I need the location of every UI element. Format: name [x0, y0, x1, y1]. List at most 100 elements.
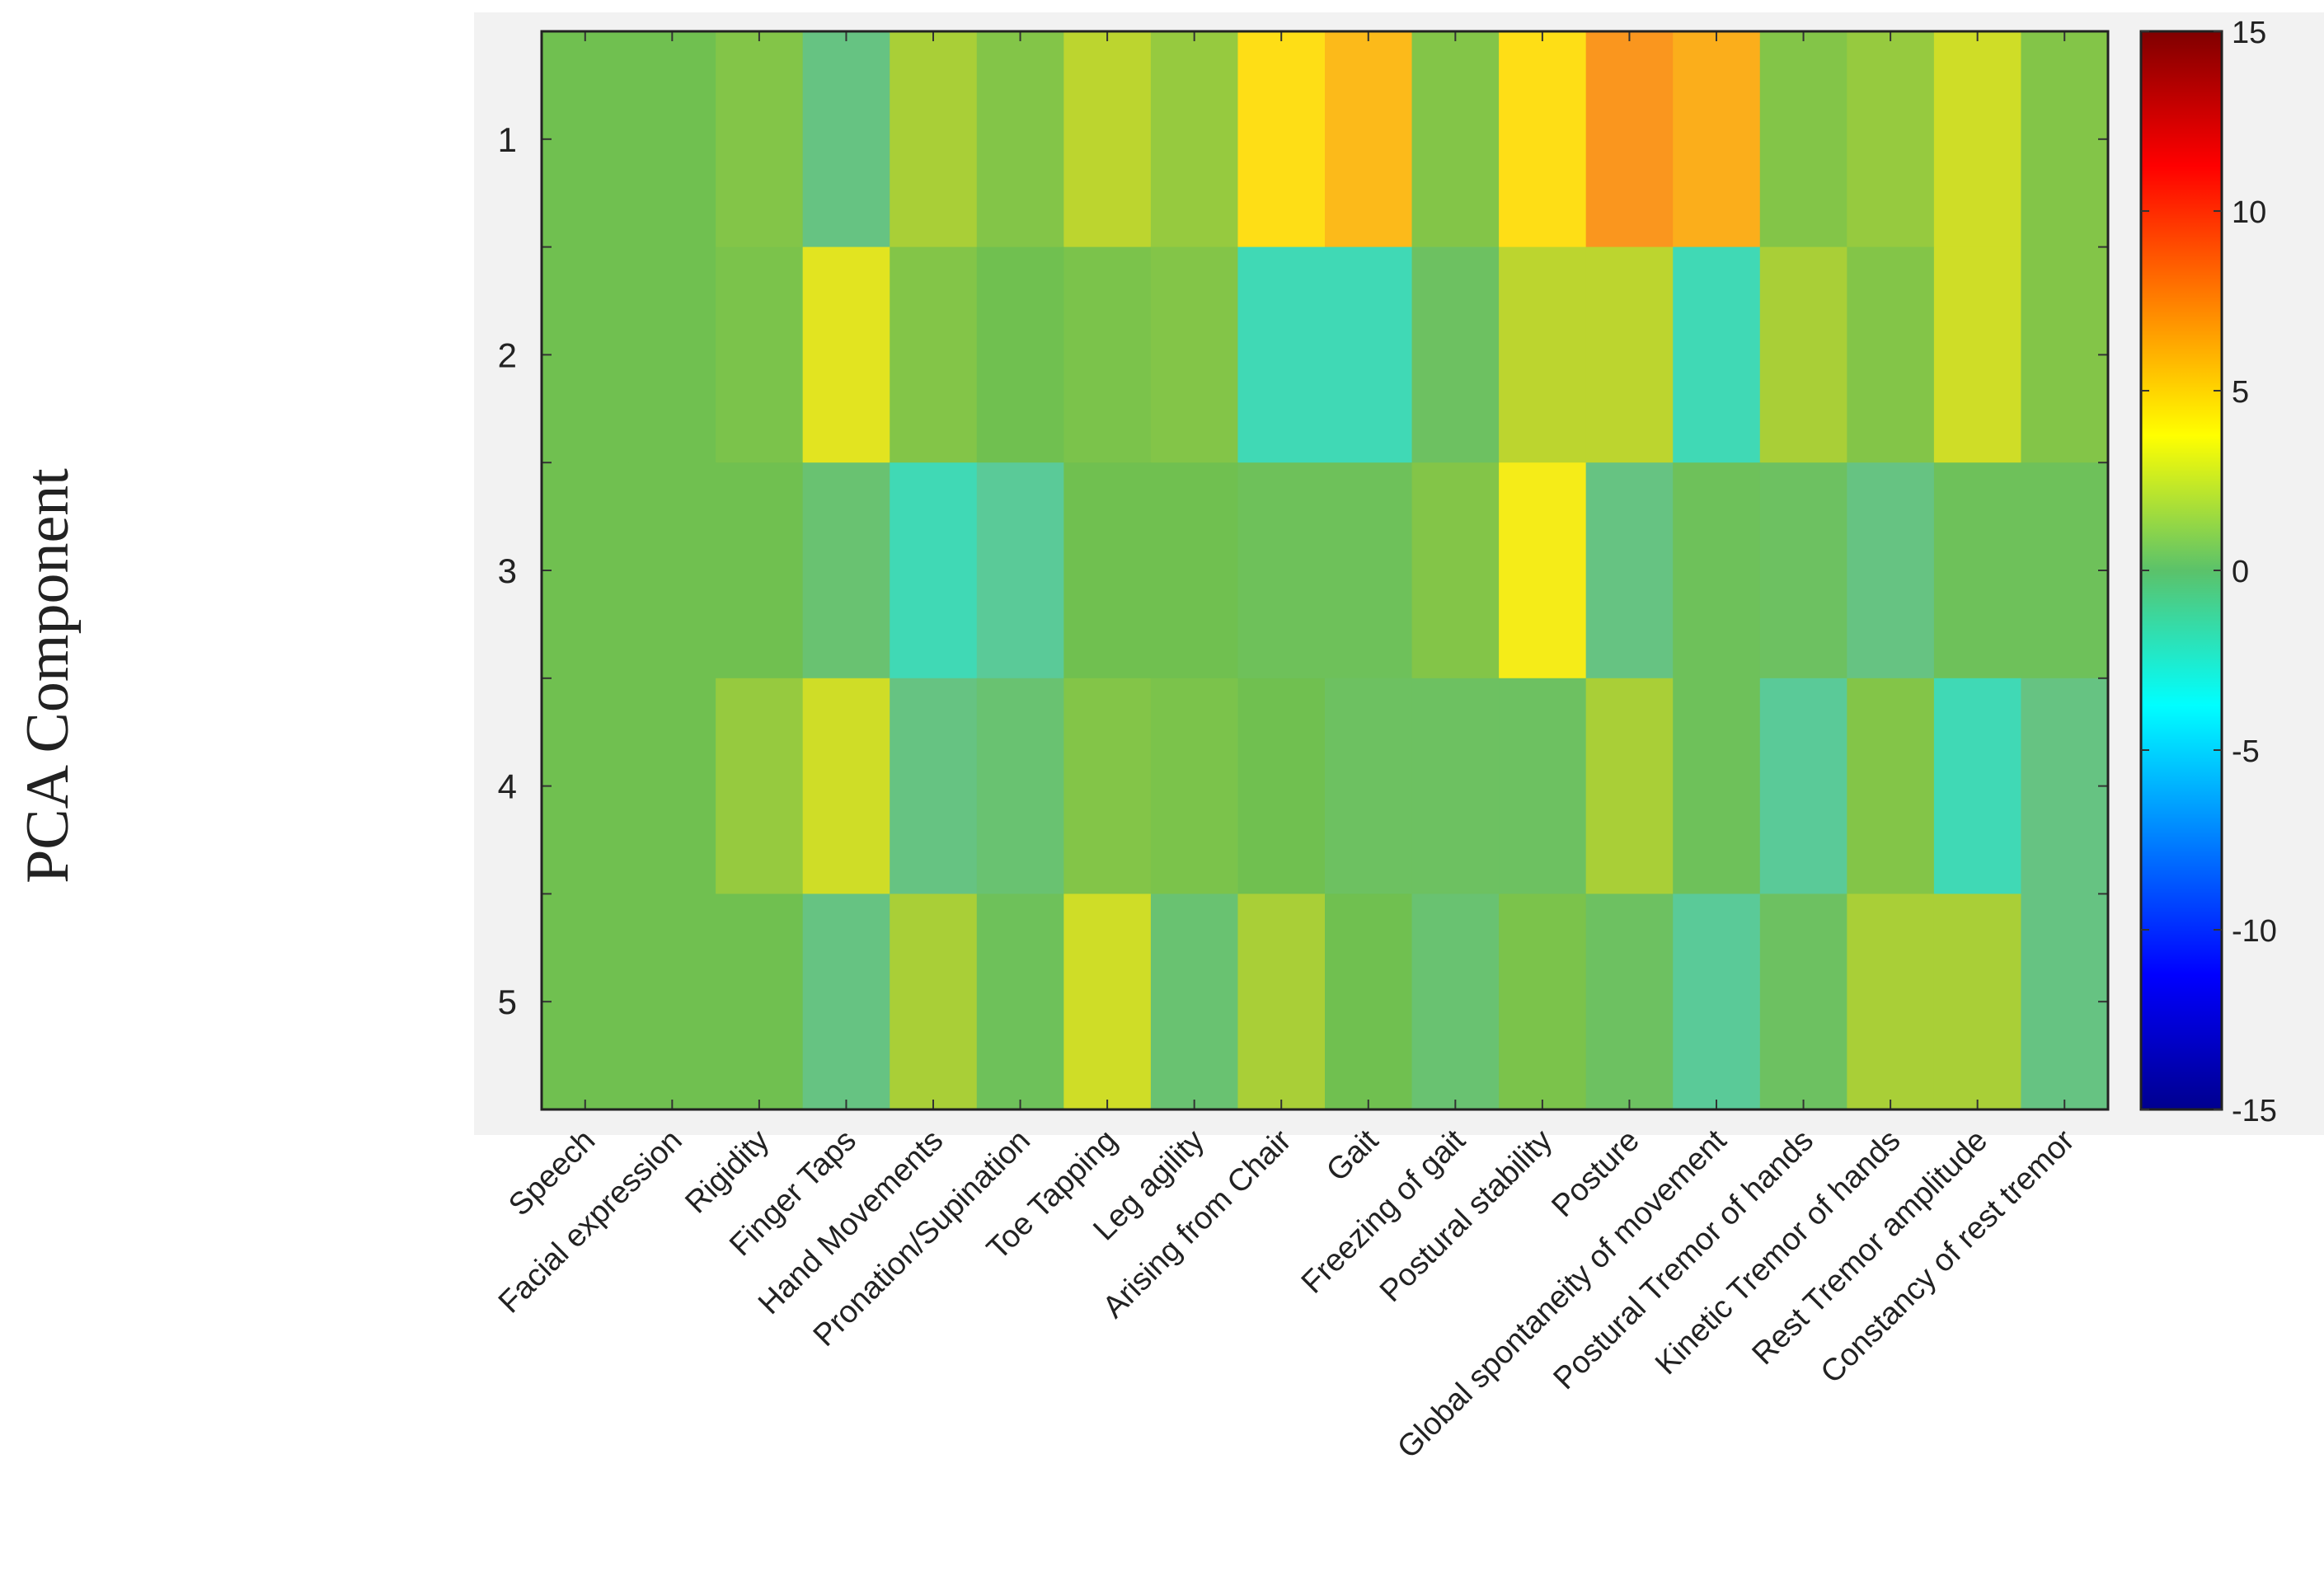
heatmap-cell — [1063, 246, 1152, 463]
y-tick-label: 2 — [498, 335, 517, 374]
heatmap-cell — [802, 678, 890, 894]
heatmap-cell — [716, 31, 804, 248]
heatmap-cell — [1933, 894, 2022, 1110]
plot-frame — [540, 30, 2110, 1111]
heatmap-cell — [1933, 31, 2022, 248]
heatmap-cell — [542, 462, 630, 679]
heatmap-cell — [976, 246, 1064, 463]
y-tick-label: 3 — [498, 551, 517, 590]
heatmap-cell — [716, 894, 804, 1110]
heatmap-cell — [1063, 31, 1152, 248]
heatmap-cell — [1411, 31, 1500, 248]
heatmap-cell — [976, 462, 1064, 679]
heatmap-cell — [890, 246, 978, 463]
heatmap-cells — [542, 31, 2109, 1110]
heatmap-cell — [1237, 246, 1326, 463]
heatmap-cell — [890, 462, 978, 679]
heatmap-cell — [628, 246, 716, 463]
heatmap-cell — [542, 31, 630, 248]
heatmap-cell — [1847, 894, 1935, 1110]
heatmap-cell — [1933, 246, 2022, 463]
heatmap-cell — [1585, 894, 1674, 1110]
heatmap-cell — [1585, 31, 1674, 248]
heatmap-cell — [1237, 894, 1326, 1110]
heatmap-cell — [1063, 894, 1152, 1110]
heatmap-cell — [2021, 894, 2109, 1110]
colorbar — [2139, 30, 2223, 1111]
colorbar-tick-label: 5 — [2232, 375, 2249, 410]
heatmap-cell — [1759, 462, 1847, 679]
heatmap-cell — [1759, 31, 1847, 248]
heatmap-cell — [1499, 678, 1587, 894]
heatmap-cell — [1063, 678, 1152, 894]
heatmap-cell — [1150, 678, 1239, 894]
heatmap-cell — [976, 31, 1064, 248]
heatmap-cell — [1150, 894, 1239, 1110]
heatmap-cell — [1411, 462, 1500, 679]
colorbar-tick-label: -10 — [2232, 914, 2277, 949]
grid-lines — [542, 31, 2108, 1109]
heatmap-cell — [1325, 462, 1413, 679]
heatmap-cell — [1673, 678, 1761, 894]
heatmap-cell — [1933, 462, 2022, 679]
heatmap-cell — [1499, 894, 1587, 1110]
heatmap-cell — [1411, 894, 1500, 1110]
colorbar-tick-label: -15 — [2232, 1094, 2277, 1128]
y-axis-label: PCA Component — [14, 468, 82, 884]
y-tick-label: 4 — [498, 767, 517, 806]
heatmap-cell — [716, 246, 804, 463]
heatmap-cell — [1759, 246, 1847, 463]
heatmap-cell — [1673, 894, 1761, 1110]
heatmap-cell — [542, 246, 630, 463]
heatmap-cell — [1933, 678, 2022, 894]
heatmap-cell — [976, 678, 1064, 894]
colorbar-tick-label: 15 — [2232, 16, 2266, 50]
heatmap-cell — [890, 31, 978, 248]
heatmap-cell — [1499, 31, 1587, 248]
heatmap-cell — [1325, 678, 1413, 894]
heatmap-cell — [2021, 31, 2109, 248]
heatmap-cell — [1499, 246, 1587, 463]
heatmap-cell — [628, 462, 716, 679]
heatmap-cell — [1237, 462, 1326, 679]
heatmap-cell — [1150, 462, 1239, 679]
heatmap-cell — [802, 894, 890, 1110]
heatmap-cell — [1150, 246, 1239, 463]
heatmap-cell — [1759, 894, 1847, 1110]
heatmap-cell — [1063, 462, 1152, 679]
y-tick-label: 1 — [498, 120, 517, 159]
heatmap-cell — [1847, 246, 1935, 463]
y-tick-label: 5 — [498, 983, 517, 1021]
colorbar-tick-label: 10 — [2232, 195, 2266, 230]
heatmap-cell — [1325, 894, 1413, 1110]
heatmap-cell — [716, 678, 804, 894]
heatmap-cell — [1673, 462, 1761, 679]
heatmap-cell — [1847, 462, 1935, 679]
heatmap-cell — [1150, 31, 1239, 248]
heatmap-cell — [1237, 678, 1326, 894]
heatmap-cell — [802, 246, 890, 463]
heatmap-cell — [542, 894, 630, 1110]
heatmap-cell — [1585, 462, 1674, 679]
heatmap-cell — [628, 894, 716, 1110]
heatmap-cell — [1585, 246, 1674, 463]
heatmap-cell — [1411, 678, 1500, 894]
y-tick-labels: 1 2 3 4 5 — [498, 120, 517, 1021]
colorbar-tick-label: 0 — [2232, 555, 2249, 589]
colorbar-tick-label: -5 — [2232, 734, 2260, 769]
heatmap-cell — [2021, 678, 2109, 894]
heatmap-cell — [2021, 246, 2109, 463]
heatmap-cell — [1585, 678, 1674, 894]
heatmap-cell — [628, 31, 716, 248]
heatmap-cell — [1237, 31, 1326, 248]
heatmap-cell — [1759, 678, 1847, 894]
heatmap-cell — [1673, 246, 1761, 463]
heatmap-cell — [2021, 462, 2109, 679]
heatmap-cell — [890, 894, 978, 1110]
heatmap-cell — [716, 462, 804, 679]
heatmap-cell — [976, 894, 1064, 1110]
heatmap-cell — [802, 462, 890, 679]
heatmap-cell — [1847, 31, 1935, 248]
